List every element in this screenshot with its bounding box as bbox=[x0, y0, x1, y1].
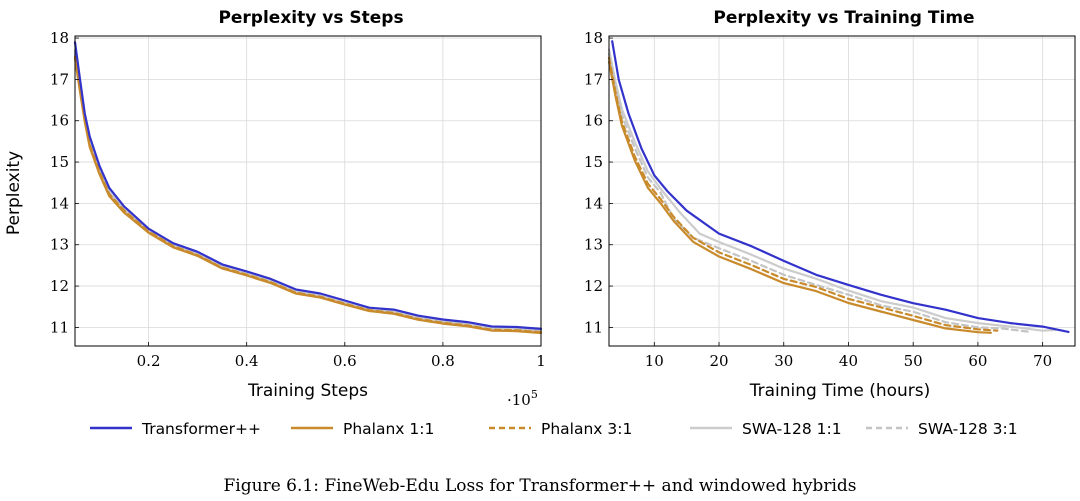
series-layer bbox=[607, 40, 1070, 334]
series-layer bbox=[73, 41, 543, 335]
x-tick-label: 60 bbox=[968, 352, 987, 370]
y-tick-label: 14 bbox=[50, 194, 69, 212]
series-line-phalanx-3-1 bbox=[607, 56, 999, 332]
legend-label-phalanx-3-1: Phalanx 3:1 bbox=[541, 420, 632, 438]
y-tick-label: 15 bbox=[50, 153, 69, 171]
series-line-swa-128-3-1 bbox=[607, 52, 1031, 333]
x-tick-label: 10 bbox=[645, 352, 664, 370]
series-line-transformer bbox=[73, 41, 543, 330]
plot-perplexity-vs-training-time: Perplexity vs Training Time Training Tim… bbox=[584, 8, 1076, 401]
x-tick-label: 0.8 bbox=[431, 352, 455, 370]
series-line-swa-128-3-1 bbox=[73, 53, 543, 333]
x-tick-label: 1 bbox=[536, 352, 546, 370]
x-tick-label: 0.2 bbox=[137, 352, 161, 370]
series-line-phalanx-1-1 bbox=[73, 57, 543, 335]
y-tick-label: 11 bbox=[584, 318, 603, 336]
ticks-layer: 10 20 30 40 50 60 70 11 12 13 14 15 16 17 18 bbox=[584, 29, 1052, 370]
y-tick-label: 17 bbox=[50, 70, 69, 88]
legend: Transformer++ Phalanx 1:1 Phalanx 3:1 SWA-1… bbox=[90, 420, 1018, 438]
legend-label-transformer: Transformer++ bbox=[141, 420, 261, 438]
legend-label-phalanx-1-1: Phalanx 1:1 bbox=[343, 420, 434, 438]
y-tick-label: 17 bbox=[584, 70, 603, 88]
grid bbox=[75, 36, 542, 346]
y-tick-label: 18 bbox=[584, 29, 603, 47]
plot-frame bbox=[74, 35, 542, 347]
plot-perplexity-vs-steps: Perplexity vs Steps Perplexity Training … bbox=[4, 8, 546, 409]
y-tick-label: 18 bbox=[50, 29, 69, 47]
y-tick-label: 16 bbox=[584, 112, 603, 130]
y-tick-label: 12 bbox=[584, 277, 603, 295]
series-line-transformer bbox=[611, 40, 1070, 333]
plot-frame bbox=[608, 35, 1076, 347]
x-axis-label: Training Steps bbox=[247, 381, 368, 401]
x-tick-label: 0.6 bbox=[333, 352, 357, 370]
chart-title: Perplexity vs Training Time bbox=[713, 8, 974, 28]
series-line-phalanx-1-1 bbox=[607, 60, 992, 334]
y-tick-label: 12 bbox=[50, 277, 69, 295]
legend-label-swa-128-3-1: SWA-128 3:1 bbox=[918, 420, 1018, 438]
chart-title: Perplexity vs Steps bbox=[218, 8, 403, 28]
y-tick-label: 13 bbox=[584, 236, 603, 254]
x-tick-label: 70 bbox=[1033, 352, 1052, 370]
x-tick-label: 30 bbox=[774, 352, 793, 370]
y-tick-label: 13 bbox=[50, 236, 69, 254]
series-line-swa-128-1-1 bbox=[607, 48, 1057, 332]
y-tick-label: 16 bbox=[50, 112, 69, 130]
series-line-swa-128-1-1 bbox=[73, 49, 543, 332]
y-tick-label: 11 bbox=[50, 318, 69, 336]
x-axis-multiplier: ·105 bbox=[507, 388, 538, 409]
y-tick-label: 15 bbox=[584, 153, 603, 171]
y-tick-label: 14 bbox=[584, 194, 603, 212]
x-tick-label: 50 bbox=[904, 352, 923, 370]
legend-label-swa-128-1-1: SWA-128 1:1 bbox=[742, 420, 842, 438]
x-tick-label: 0.4 bbox=[235, 352, 259, 370]
x-tick-label: 40 bbox=[839, 352, 858, 370]
y-axis-label: Perplexity bbox=[4, 151, 24, 235]
figure-caption: Figure 6.1: FineWeb-Edu Loss for Transfo… bbox=[224, 476, 857, 496]
x-tick-label: 20 bbox=[709, 352, 728, 370]
x-axis-label: Training Time (hours) bbox=[749, 381, 931, 401]
